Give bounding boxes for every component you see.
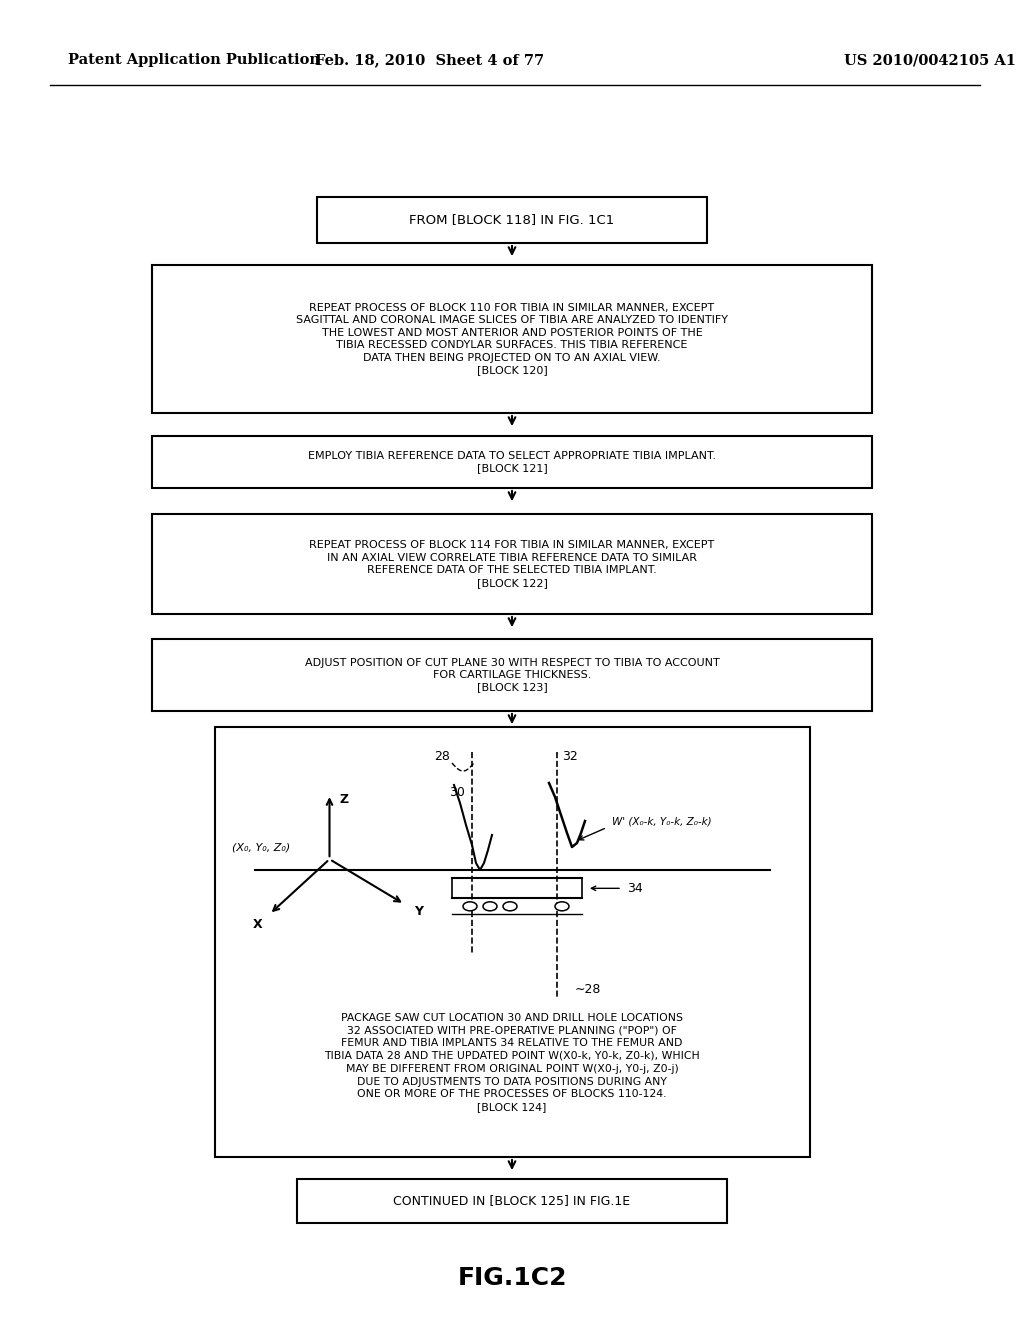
Text: Patent Application Publication: Patent Application Publication: [68, 53, 319, 67]
Bar: [152, 639, 872, 711]
Bar: [152, 265, 872, 413]
Text: 30: 30: [450, 785, 465, 799]
Text: ADJUST POSITION OF CUT PLANE 30 WITH RESPECT TO TIBIA TO ACCOUNT
FOR CARTILAGE T: ADJUST POSITION OF CUT PLANE 30 WITH RES…: [304, 657, 720, 693]
Text: 28: 28: [434, 751, 450, 763]
Ellipse shape: [555, 902, 569, 911]
Text: X: X: [253, 917, 262, 931]
Text: Z: Z: [340, 793, 348, 805]
Bar: [317, 197, 707, 243]
Ellipse shape: [483, 902, 497, 911]
Text: 34: 34: [627, 882, 643, 895]
Bar: [214, 727, 810, 1158]
Bar: [152, 436, 872, 488]
Text: PACKAGE SAW CUT LOCATION 30 AND DRILL HOLE LOCATIONS
32 ASSOCIATED WITH PRE-OPER: PACKAGE SAW CUT LOCATION 30 AND DRILL HO…: [325, 1012, 699, 1113]
Ellipse shape: [463, 902, 477, 911]
Text: FIG.1C2: FIG.1C2: [458, 1266, 566, 1290]
Text: REPEAT PROCESS OF BLOCK 110 FOR TIBIA IN SIMILAR MANNER, EXCEPT
SAGITTAL AND COR: REPEAT PROCESS OF BLOCK 110 FOR TIBIA IN…: [296, 304, 728, 375]
Text: CONTINUED IN [BLOCK 125] IN FIG.1E: CONTINUED IN [BLOCK 125] IN FIG.1E: [393, 1195, 631, 1208]
Text: Y: Y: [415, 904, 424, 917]
Bar: [152, 513, 872, 614]
Text: 32: 32: [562, 751, 578, 763]
Bar: [297, 1179, 727, 1224]
Ellipse shape: [503, 902, 517, 911]
Text: EMPLOY TIBIA REFERENCE DATA TO SELECT APPROPRIATE TIBIA IMPLANT.
[BLOCK 121]: EMPLOY TIBIA REFERENCE DATA TO SELECT AP…: [308, 451, 716, 473]
Text: US 2010/0042105 A1: US 2010/0042105 A1: [844, 53, 1016, 67]
Text: ∼28: ∼28: [575, 982, 601, 995]
Text: W' (X₀-k, Y₀-k, Z₀-k): W' (X₀-k, Y₀-k, Z₀-k): [612, 817, 712, 826]
Text: (X₀, Y₀, Z₀): (X₀, Y₀, Z₀): [232, 842, 291, 853]
Text: FROM [BLOCK 118] IN FIG. 1C1: FROM [BLOCK 118] IN FIG. 1C1: [410, 214, 614, 227]
Text: Feb. 18, 2010  Sheet 4 of 77: Feb. 18, 2010 Sheet 4 of 77: [315, 53, 545, 67]
Text: REPEAT PROCESS OF BLOCK 114 FOR TIBIA IN SIMILAR MANNER, EXCEPT
IN AN AXIAL VIEW: REPEAT PROCESS OF BLOCK 114 FOR TIBIA IN…: [309, 540, 715, 587]
